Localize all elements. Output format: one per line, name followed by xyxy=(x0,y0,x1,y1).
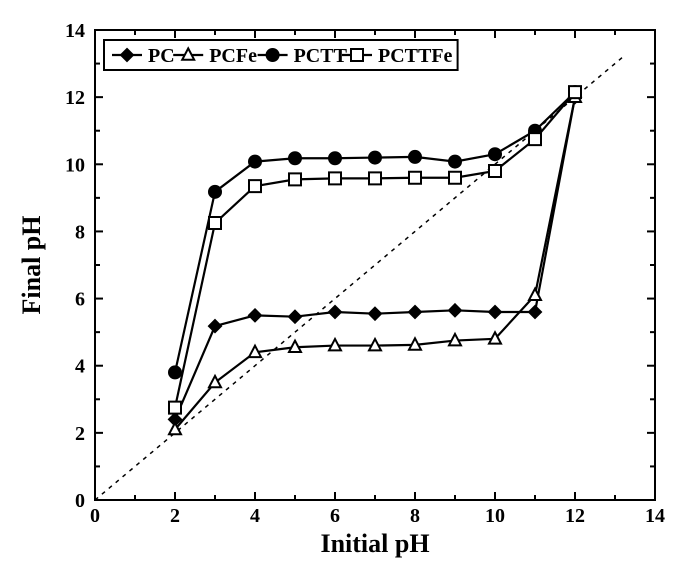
y-tick-label: 4 xyxy=(75,356,85,378)
marker xyxy=(249,156,261,168)
marker xyxy=(369,172,381,184)
y-tick-label: 14 xyxy=(65,20,85,42)
marker xyxy=(449,172,461,184)
marker xyxy=(329,152,341,164)
legend-label: PCTT xyxy=(294,45,348,67)
marker xyxy=(529,133,541,145)
legend-marker xyxy=(267,49,279,61)
marker xyxy=(209,217,221,229)
x-tick-label: 14 xyxy=(645,505,665,527)
y-tick-label: 0 xyxy=(75,490,85,512)
x-tick-label: 8 xyxy=(410,505,420,527)
y-tick-label: 10 xyxy=(65,154,85,176)
marker xyxy=(289,152,301,164)
legend-label: PCFe xyxy=(209,45,257,67)
marker xyxy=(569,86,581,98)
marker xyxy=(329,172,341,184)
y-tick-label: 8 xyxy=(75,221,85,243)
legend: PC PCFe PCTT PCTTFe xyxy=(104,40,458,70)
marker xyxy=(289,173,301,185)
ph-chart: 0 2 4 6 8 10 12 14 0 2 4 6 8 10 12 14 Initial pH Final pH… xyxy=(0,0,689,580)
marker xyxy=(409,172,421,184)
marker xyxy=(489,165,501,177)
marker xyxy=(369,152,381,164)
x-tick-label: 10 xyxy=(485,505,505,527)
x-tick-label: 12 xyxy=(565,505,585,527)
x-tick-label: 0 xyxy=(90,505,100,527)
x-tick-label: 4 xyxy=(250,505,260,527)
legend-label: PC xyxy=(148,45,175,67)
y-tick-label: 2 xyxy=(75,423,85,445)
y-tick-label: 12 xyxy=(65,87,85,109)
legend-label: PCTTFe xyxy=(378,45,453,67)
marker xyxy=(449,156,461,168)
marker xyxy=(409,151,421,163)
y-tick-label: 6 xyxy=(75,289,85,311)
x-tick-label: 6 xyxy=(330,505,340,527)
marker xyxy=(489,148,501,160)
marker xyxy=(169,366,181,378)
x-tick-label: 2 xyxy=(170,505,180,527)
marker xyxy=(249,180,261,192)
marker xyxy=(209,186,221,198)
y-axis-label: Final pH xyxy=(17,216,46,315)
legend-marker xyxy=(351,49,363,61)
x-axis-label: Initial pH xyxy=(320,529,429,558)
marker xyxy=(169,402,181,414)
